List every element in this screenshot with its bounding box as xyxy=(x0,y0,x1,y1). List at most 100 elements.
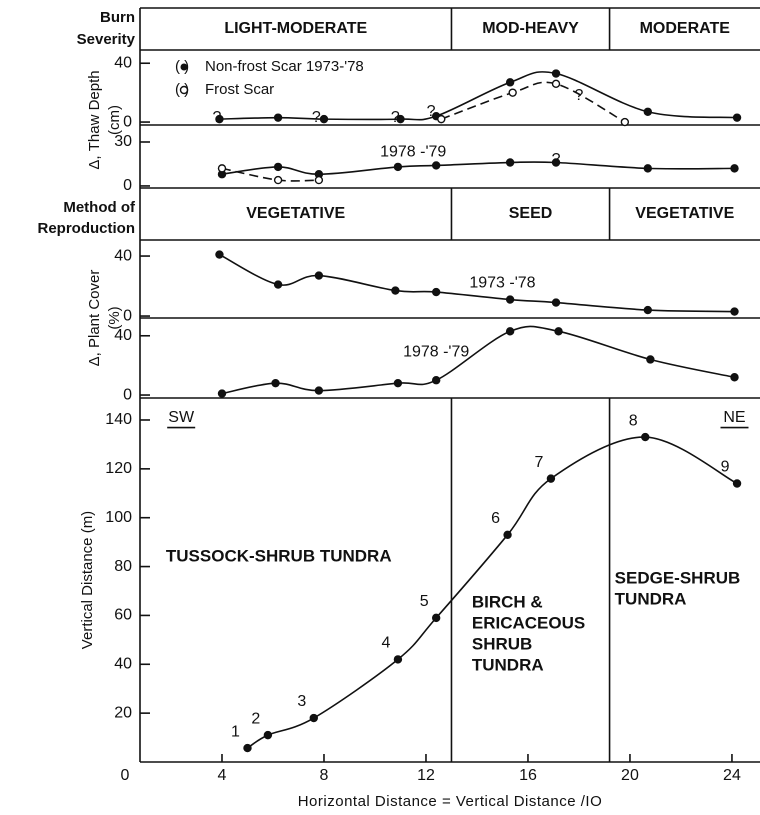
data-point xyxy=(393,655,403,664)
annotation: SW xyxy=(168,409,195,426)
data-point xyxy=(431,287,441,297)
zone-label: VEGETATIVE xyxy=(246,205,345,222)
series-line xyxy=(440,81,626,123)
data-point xyxy=(271,378,280,388)
annotation: NE xyxy=(723,409,745,426)
y-tick-label: 40 xyxy=(114,54,132,71)
x-tick-label: 24 xyxy=(723,767,741,784)
point-label: 7 xyxy=(534,454,543,471)
series-line xyxy=(221,167,319,182)
header-label: Reproduction xyxy=(38,220,136,237)
y-tick-label: 0 xyxy=(123,386,132,403)
annotation: TUSSOCK-SHRUB TUNDRA xyxy=(166,546,392,565)
annotation: ? xyxy=(312,109,321,126)
x-tick-label: 16 xyxy=(519,767,537,784)
series-line xyxy=(247,436,738,749)
data-point xyxy=(437,114,446,124)
legend-label: Frost Scar xyxy=(205,81,274,98)
data-point xyxy=(431,613,441,623)
y-axis-label: (cm) xyxy=(106,105,123,135)
data-point xyxy=(215,114,224,124)
annotation: ? xyxy=(391,109,400,126)
x-tick-label: 4 xyxy=(218,767,227,784)
x-tick-label: 12 xyxy=(417,767,435,784)
zone-label: VEGETATIVE xyxy=(635,205,734,222)
point-label: 9 xyxy=(721,459,730,476)
data-point xyxy=(732,113,742,122)
annotation: ? xyxy=(552,151,561,168)
point-label: 5 xyxy=(420,593,429,610)
y-axis-label: (%) xyxy=(106,306,123,329)
data-point xyxy=(620,117,630,127)
y-tick-label: 120 xyxy=(105,460,132,477)
y-tick-label: 140 xyxy=(105,411,132,428)
data-point xyxy=(431,161,441,170)
data-point xyxy=(554,327,563,336)
data-point xyxy=(319,114,329,124)
annotation: SEDGE-SHRUB xyxy=(615,568,741,587)
data-point xyxy=(243,743,252,753)
y-axis-label: Vertical Distance (m) xyxy=(79,511,96,649)
data-point xyxy=(505,327,515,336)
annotation: ERICACEOUS xyxy=(472,614,585,633)
y-tick-label: 0 xyxy=(123,113,132,130)
series-line xyxy=(221,325,735,395)
data-point xyxy=(273,175,283,185)
y-tick-label: 40 xyxy=(114,327,132,344)
x-tick-label: 8 xyxy=(320,767,329,784)
y-tick-label: 100 xyxy=(105,509,132,526)
zone-label: MODERATE xyxy=(640,20,731,37)
annotation: 1978 -'79 xyxy=(380,143,446,160)
y-axis-label: Δ, Plant Cover xyxy=(86,270,103,367)
data-point xyxy=(314,386,324,395)
data-point xyxy=(505,158,515,167)
data-point xyxy=(730,373,739,382)
data-point xyxy=(643,107,653,116)
data-point xyxy=(551,298,561,307)
legend-label: Non-frost Scar 1973-'78 xyxy=(205,58,364,75)
point-label: 6 xyxy=(491,510,500,527)
y-tick-label: 0 xyxy=(123,307,132,324)
data-point xyxy=(643,164,653,173)
annotation: 1973 -'78 xyxy=(469,274,535,291)
data-point xyxy=(431,376,441,385)
annotation: TUNDRA xyxy=(472,656,544,675)
data-point xyxy=(730,307,739,316)
x-tick-label: 0 xyxy=(121,767,130,784)
data-point xyxy=(508,88,517,97)
zone-label: SEED xyxy=(509,205,553,222)
point-label: 1 xyxy=(231,723,240,740)
data-point xyxy=(551,69,561,78)
data-point xyxy=(646,355,655,364)
y-tick-label: 40 xyxy=(114,656,132,673)
data-point xyxy=(273,280,283,289)
annotation: ? xyxy=(575,87,584,104)
point-label: 2 xyxy=(251,710,260,727)
data-point xyxy=(643,305,653,315)
header-label: Method of xyxy=(63,199,136,216)
data-point xyxy=(309,713,318,723)
annotation: ? xyxy=(212,109,221,126)
data-point xyxy=(314,271,324,280)
series-line xyxy=(221,161,735,176)
y-tick-label: 80 xyxy=(114,558,132,575)
data-point xyxy=(391,286,400,295)
data-point xyxy=(217,389,227,398)
data-point xyxy=(393,162,403,172)
point-label: 4 xyxy=(381,635,390,652)
x-tick-label: 20 xyxy=(621,767,639,784)
data-point xyxy=(641,432,650,442)
data-point xyxy=(503,530,512,540)
y-tick-label: 60 xyxy=(114,607,132,624)
data-point xyxy=(314,175,324,185)
annotation: SHRUB xyxy=(472,635,532,654)
data-point xyxy=(263,730,273,740)
annotation: BIRCH & xyxy=(472,593,543,612)
zone-label: MOD-HEAVY xyxy=(482,20,579,37)
data-point xyxy=(215,250,224,259)
annotation: TUNDRA xyxy=(615,589,687,608)
y-tick-label: 40 xyxy=(114,247,132,264)
y-axis-label: Δ, Thaw Depth xyxy=(86,70,103,169)
annotation: 1978 -'79 xyxy=(403,343,469,360)
